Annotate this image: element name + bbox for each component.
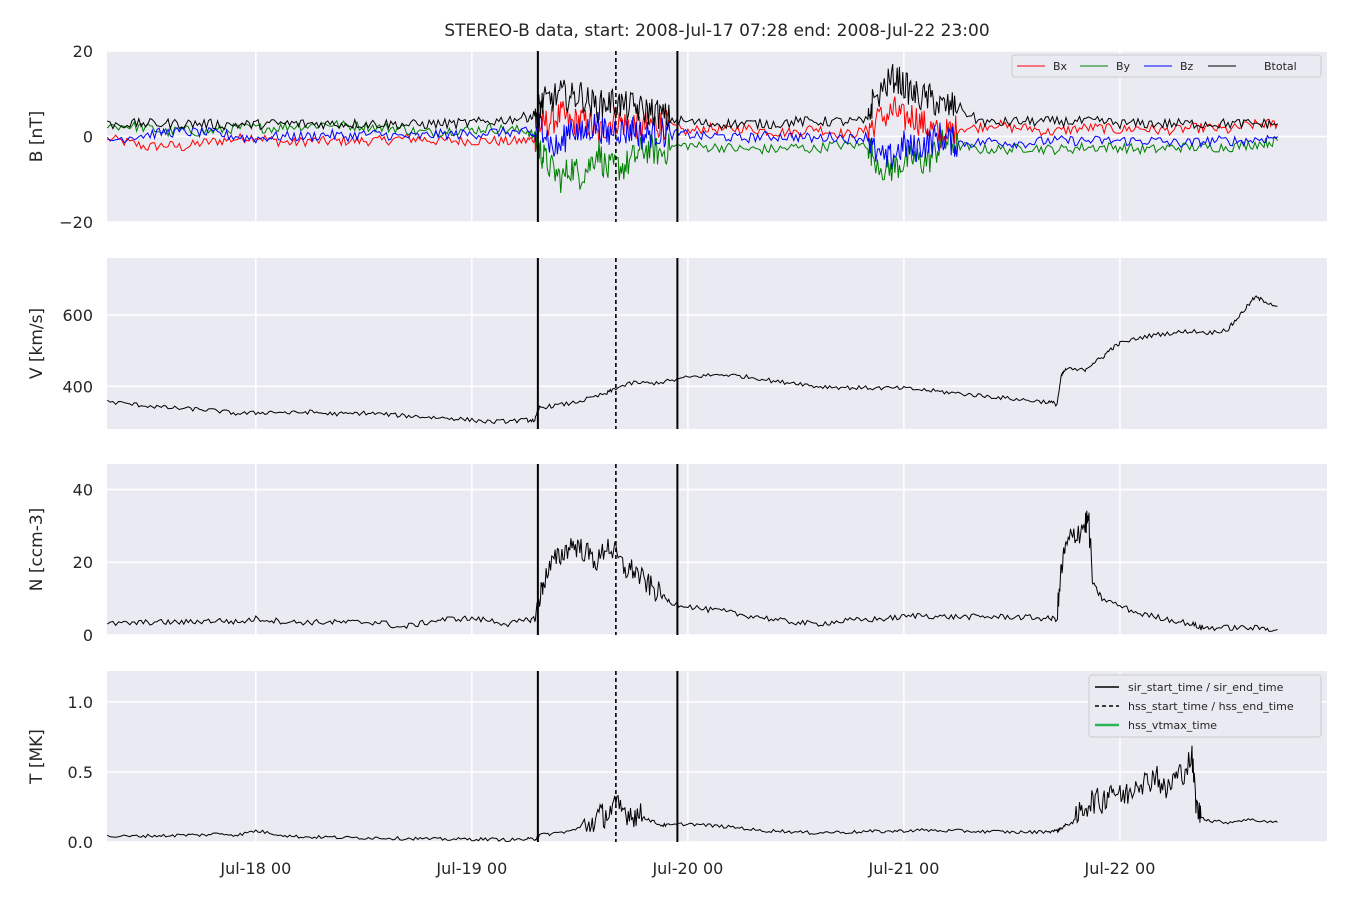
y-tick-label: 40 [73,480,93,499]
series-line-n [107,510,1278,633]
x-tick-label: Jul-20 00 [651,859,723,878]
y-tick-label: 0.5 [68,763,93,782]
legend-label: hss_vtmax_time [1128,719,1217,732]
series-group [107,510,1278,633]
x-tick-label: Jul-21 00 [867,859,939,878]
series-group [107,64,1278,194]
x-tick-label: Jul-19 00 [435,859,507,878]
y-axis-label: B [nT] [27,111,47,163]
y-tick-label: 400 [62,377,93,396]
y-axis-label: N [ccm-3] [27,508,47,592]
series-group [107,745,1278,842]
legend-label: Btotal [1264,60,1297,73]
legend-label: Bx [1053,60,1068,73]
x-axis-ticks: Jul-18 00 Jul-19 00 Jul-20 00 Jul-21 00 Jul-… [219,859,1155,878]
y-tick-label: 20 [73,42,93,61]
legend-box [1088,674,1322,738]
legend-label: sir_start_time / sir_end_time [1128,681,1284,694]
y-axis-label: V [km/s] [27,308,47,379]
panel-2: 0 20 40 N [ccm-3] [27,464,1327,645]
series-line-bz [107,111,1278,170]
series-line-btotal [107,64,1278,131]
x-tick-label: Jul-18 00 [219,859,291,878]
y-tick-label: 0.0 [68,833,93,852]
legend-label: hss_start_time / hss_end_time [1128,700,1294,713]
chart-title: STEREO-B data, start: 2008-Jul-17 07:28 … [444,21,989,41]
legend-magnetic: Bx By Bz Btotal [1011,54,1322,78]
legend-events: sir_start_time / sir_end_time hss_start_t… [1088,674,1322,738]
y-tick-label: −20 [59,213,93,232]
y-tick-label: 600 [62,306,93,325]
series-line-t [107,745,1278,842]
x-tick-label: Jul-22 00 [1084,859,1156,878]
y-tick-label: 20 [73,553,93,572]
legend-label: By [1116,60,1131,73]
y-axis-label: T [MK] [27,729,47,785]
series-line-v [107,295,1278,425]
y-tick-label: 0 [83,128,93,147]
panel-background [107,258,1327,429]
series-group [107,295,1278,425]
y-tick-label: 0 [83,626,93,645]
panel-1: 400 600 V [km/s] [27,258,1327,429]
y-tick-label: 1.0 [68,693,93,712]
panel-0: −20 0 20 B [nT] [27,42,1327,232]
legend-label: Bz [1180,60,1194,73]
